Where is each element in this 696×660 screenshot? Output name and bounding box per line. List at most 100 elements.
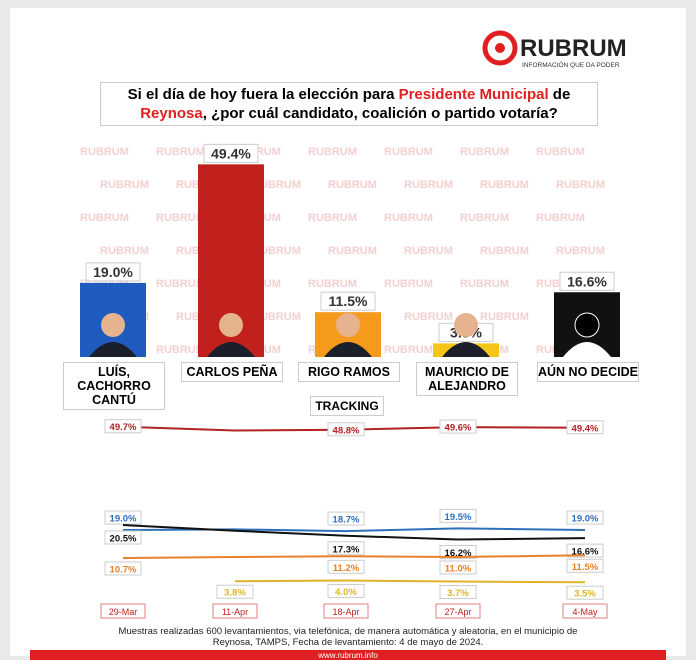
- value-label: 19.0%: [110, 514, 137, 525]
- photo-head: [454, 313, 478, 337]
- x-tick-box: [212, 603, 258, 619]
- watermark: RUBRUM: [80, 146, 129, 158]
- watermark: RUBRUM: [252, 179, 301, 191]
- watermark: RUBRUM: [328, 179, 377, 191]
- value-label: 19.0%: [93, 264, 133, 280]
- watermark: RUBRUM: [384, 146, 433, 158]
- watermark: RUBRUM: [156, 146, 205, 158]
- photo-head: [574, 312, 600, 338]
- watermark: RUBRUM: [480, 245, 529, 257]
- watermark: RUBRUM: [308, 146, 357, 158]
- title-part: , ¿por cuál candidato, coalición o parti…: [202, 105, 558, 122]
- label-box: [85, 262, 141, 282]
- value-label: 20.5%: [110, 534, 137, 545]
- logo-tagline: INFORMACIÓN QUE DA PODER: [522, 60, 620, 69]
- label-box: [104, 419, 142, 434]
- label-box: [327, 584, 365, 599]
- value-label: 49.4%: [211, 145, 251, 161]
- value-label: 11.0%: [445, 563, 472, 574]
- label-box: [320, 291, 376, 311]
- watermark: RUBRUM: [156, 212, 205, 224]
- label-box: [327, 511, 365, 526]
- watermark: RUBRUM: [384, 212, 433, 224]
- label-box: [566, 420, 604, 435]
- label-box: [566, 543, 604, 558]
- value-label: 48.8%: [333, 425, 360, 436]
- x-tick-box: [562, 603, 608, 619]
- x-tick-label: 4-May: [572, 607, 598, 617]
- value-label: 17.3%: [333, 544, 360, 555]
- line: [234, 579, 586, 584]
- watermark: RUBRUM: [536, 212, 585, 224]
- label-box: [327, 541, 365, 556]
- watermark: RUBRUM: [100, 245, 149, 257]
- value-label: 19.0%: [572, 514, 599, 525]
- value-label: 11.2%: [333, 563, 360, 574]
- photo-body: [563, 342, 611, 357]
- x-tick-label: 27-Apr: [444, 607, 471, 617]
- x-tick-label: 18-Apr: [332, 607, 359, 617]
- label-box: [439, 544, 477, 559]
- watermark: RUBRUM: [308, 212, 357, 224]
- label-box: [439, 560, 477, 575]
- chart-title: TRACKING: [310, 396, 384, 416]
- x-tick-box: [100, 603, 146, 619]
- watermark: RUBRUM: [536, 146, 585, 158]
- watermark: RUBRUM: [156, 344, 205, 356]
- logo-icon: [482, 30, 518, 66]
- line: [122, 524, 586, 541]
- value-label: 3.7%: [447, 588, 469, 599]
- category-label: MAURICIO DE ALEJANDRO: [416, 362, 518, 396]
- footer-bar: [30, 650, 666, 660]
- title-part: Presidente Municipal: [398, 86, 549, 103]
- photo-body: [89, 342, 137, 357]
- watermark: RUBRUM: [404, 245, 453, 257]
- logo-name: RUBRUM: [520, 35, 627, 62]
- label-box: [566, 558, 604, 573]
- category-label: AÚN NO DECIDE: [537, 362, 639, 382]
- category-label: LUÍS, CACHORRO CANTÚ: [63, 362, 165, 410]
- label-box: [104, 530, 142, 545]
- watermark: RUBRUM: [404, 311, 453, 323]
- value-label: 3.8%: [224, 588, 246, 599]
- photo-body: [207, 342, 255, 357]
- watermark: RUBRUM: [156, 278, 205, 290]
- value-label: 16.2%: [445, 548, 472, 559]
- watermark: RUBRUM: [384, 278, 433, 290]
- watermark: RUBRUM: [308, 278, 357, 290]
- value-label: 18.7%: [333, 515, 360, 526]
- watermark: RUBRUM: [460, 278, 509, 290]
- chart-title: Si el día de hoy fuera la elección para …: [100, 82, 598, 126]
- photo-body: [324, 342, 372, 357]
- x-tick-label: 11-Apr: [222, 607, 248, 617]
- label-box: [559, 271, 615, 291]
- value-label: 19.5%: [445, 512, 472, 523]
- title-part: de: [548, 86, 571, 103]
- category-label: CARLOS PEÑA: [181, 362, 283, 382]
- category-label: RIGO RAMOS: [298, 362, 400, 382]
- value-label: 49.6%: [445, 423, 472, 434]
- title-part: Si el día de hoy fuera la elección para: [127, 86, 399, 103]
- value-label: 11.5%: [572, 562, 599, 573]
- value-label: 4.0%: [335, 587, 357, 598]
- photo-head: [336, 313, 360, 337]
- watermark: RUBRUM: [80, 212, 129, 224]
- watermark: RUBRUM: [480, 179, 529, 191]
- x-tick-box: [323, 603, 369, 619]
- url: www.rubrum.info: [318, 651, 378, 660]
- label-box: [439, 585, 477, 600]
- watermark: RUBRUM: [100, 179, 149, 191]
- watermark: RUBRUM: [252, 311, 301, 323]
- watermark: RUBRUM: [480, 311, 529, 323]
- x-tick-box: [435, 603, 481, 619]
- watermark: RUBRUM: [404, 179, 453, 191]
- value-label: 49.7%: [110, 422, 137, 433]
- value-label: 10.7%: [110, 564, 137, 575]
- value-label: 3.5%: [574, 589, 596, 600]
- x-tick-label: 29-Mar: [109, 607, 138, 617]
- watermark: RUBRUM: [252, 245, 301, 257]
- label-box: [327, 559, 365, 574]
- title-part: Reynosa: [140, 105, 203, 122]
